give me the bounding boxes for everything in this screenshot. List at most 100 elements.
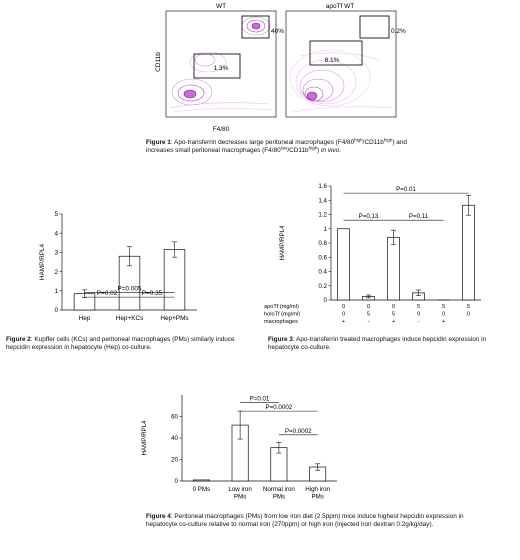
y-tick-label: 5	[54, 211, 58, 218]
caption-part: )	[317, 147, 322, 155]
category-label: Low iron	[228, 486, 252, 493]
table-cell: -	[368, 319, 370, 325]
caption-sup: high	[354, 137, 363, 143]
figure2-caption-label: Figure 2	[6, 336, 31, 343]
figure4-caption: Figure 4: Peritoneal macrophages (PMs) f…	[146, 513, 484, 529]
y-tick-label: 40	[171, 435, 178, 442]
bar	[163, 249, 186, 311]
pvalue-label: P=0.0002	[285, 428, 312, 435]
table-cell: 5	[442, 304, 445, 310]
bar	[462, 204, 475, 301]
y-tick-label: 0	[54, 307, 58, 314]
y-tick-label: 1.4	[318, 197, 327, 204]
flow-panel1-contours	[169, 16, 273, 113]
y-tick-label: 0.2	[318, 283, 327, 290]
table-cell: 5	[417, 304, 420, 310]
figure1-caption-label: Figure 1	[146, 139, 171, 146]
table-cell: 0	[342, 304, 345, 310]
figure1-caption: Figure 1: Apo-transferrin decreases larg…	[146, 137, 486, 155]
y-tick-label: 0.6	[318, 254, 327, 261]
table-cell: 5	[367, 312, 370, 318]
y-tick-label: 2	[54, 269, 58, 276]
pvalue-label: P=0.005	[118, 286, 142, 293]
caption-sup: low	[280, 145, 288, 151]
caption-part: increases small peritoneal macrophages (…	[146, 147, 281, 155]
caption-italic: in vivo	[321, 147, 340, 155]
bar	[337, 228, 350, 301]
table-row-label: holoTf (mg/ml)	[264, 312, 300, 318]
category-label: PMs	[311, 494, 323, 501]
pvalue-label: P=0.13	[359, 213, 379, 220]
pvalue-label: P=0.35	[142, 290, 163, 297]
y-tick-label: 3	[54, 250, 58, 257]
table-cell: 0	[442, 312, 445, 318]
table-cell: 5	[467, 304, 470, 310]
flow-panel2-gate-upper	[359, 15, 390, 39]
category-label: Hep	[79, 315, 91, 322]
caption-part: /CD11b	[287, 147, 309, 155]
y-tick-label: 4	[54, 230, 58, 237]
figure3-bar-chart: 0 0.2 0.4 0.6 0.8 1 1.2 1.4 1.6 HAMP/RPL4 P=0.01 P=…	[264, 183, 481, 325]
flow-panel2-title: apoTf WT	[326, 3, 355, 10]
caption-part: : Apo-transferrin decreases large perito…	[170, 139, 355, 146]
flow-panel1-title: WT	[216, 3, 226, 10]
figure2-caption-text: : Kupffer cells (KCs) and peritoneal mac…	[6, 336, 235, 352]
pvalue-label: P=0.01	[250, 396, 270, 403]
category-label: Hep+KCs	[116, 315, 144, 322]
table-cell: 0	[392, 304, 395, 310]
figure4-bar-chart: 0204060HAMP/RPL4P=0.01P=0.0002P=0.00020 …	[141, 395, 337, 501]
flow-xlabel: F4/80	[213, 126, 230, 133]
y-tick-label: 1.6	[318, 183, 327, 190]
pvalue-label: P=0.01	[396, 186, 416, 193]
y-tick-label: 1	[324, 226, 328, 233]
flow-ylabel: CD11b	[155, 52, 162, 72]
figure4-caption-text: : Peritoneal macrophages (PMs) from low …	[146, 513, 464, 529]
y-tick-label: 0	[175, 478, 179, 485]
caption-part: /CD11b	[362, 139, 384, 146]
flow-panel2-gate-upper-value: 0.2%	[391, 28, 406, 35]
category-label: High iron	[305, 486, 330, 493]
y-axis-label: HAMP/RPL4	[39, 243, 46, 280]
caption-part: ) and	[392, 139, 407, 146]
category-label: Hep+PMs	[160, 315, 188, 322]
y-tick-label: 0.4	[318, 269, 327, 276]
figure1-flow-panels: CD11b WT 40% 1.3% apoTf WT	[155, 3, 406, 133]
figure2-caption: Figure 2: Kupffer cells (KCs) and perito…	[6, 336, 246, 352]
y-axis-label: HAMP/RPL4	[279, 225, 286, 261]
table-cell: +	[342, 319, 345, 325]
table-cell: 0	[342, 312, 345, 318]
caption-part: .	[339, 147, 341, 155]
category-label: PMs	[234, 494, 246, 501]
category-label: Normal iron	[263, 486, 296, 493]
bar	[192, 479, 210, 482]
table-cell: 0	[467, 312, 470, 318]
bar	[387, 236, 400, 301]
table-cell: +	[442, 319, 445, 325]
table-cell: 0	[417, 312, 420, 318]
table-row-label: macrophages	[264, 319, 298, 325]
flow-panel1-gate-lower	[193, 53, 241, 79]
table-cell: -	[418, 319, 420, 325]
caption-sup: high	[383, 137, 393, 143]
table-cell: +	[392, 319, 395, 325]
table-cell: 5	[392, 312, 395, 318]
figure3-caption-text: : Apo-transferrin treated macrophages in…	[268, 336, 487, 352]
caption-sup: high	[308, 145, 318, 151]
pvalue-label: P=0.11	[409, 213, 429, 220]
pvalue-label: P=0.0002	[266, 404, 293, 411]
y-tick-label: 0.8	[318, 240, 327, 247]
y-axis-label: HAMP/RPL4	[141, 420, 148, 456]
pvalue-label: P=0.02	[97, 290, 118, 297]
category-label: 0 PMs	[193, 486, 211, 493]
figure3-caption: Figure 3: Apo-transferrin treated macrop…	[268, 336, 513, 352]
flow-panel2-gate-lower-value: 8.1%	[325, 57, 340, 64]
category-label: PMs	[273, 494, 285, 501]
y-tick-label: 60	[171, 414, 178, 421]
flow-panel1-gate-lower-value: 1.3%	[214, 65, 229, 72]
flow-panel1-gate-upper-value: 40%	[271, 28, 284, 35]
flow-panel2-gate-lower	[309, 40, 363, 66]
y-tick-label: 0	[324, 297, 328, 304]
figure4-caption-label: Figure 4	[146, 513, 171, 520]
